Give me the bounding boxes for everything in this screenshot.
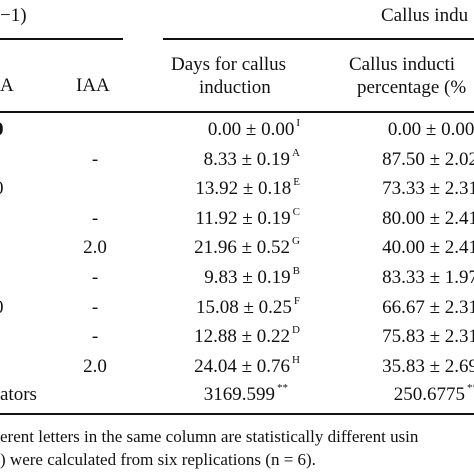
cell-callus-induction-percentage: 73.33 ± 2.31 <box>320 179 474 201</box>
cell-iaa: - <box>91 149 99 170</box>
days-value: 24.04 ± 0.76 <box>194 356 291 377</box>
cell-days-for-callus-induction: 11.92 ± 0.19 C <box>150 206 300 231</box>
cell-callus-induction-percentage: 40.00 ± 2.41 <box>320 238 474 260</box>
group-title-callus-induction: Callus indu <box>381 5 469 26</box>
summary-pct-cell: 250.6775** <box>318 382 474 407</box>
summary-days-significance: ** <box>277 382 288 394</box>
table-row: 2.0 21.96 ± 0.52 G 40.00 ± 2.41 <box>0 235 474 260</box>
cell-days-for-callus-induction: 21.96 ± 0.52 G <box>150 235 300 260</box>
table-row: - 9.83 ± 0.19 B 83.33 ± 1.97 <box>0 265 474 290</box>
cell-callus-induction-percentage: 83.33 ± 1.97 <box>320 268 474 290</box>
cell-days-for-callus-induction: 9.83 ± 0.19 B <box>150 265 300 290</box>
cell-iaa: - <box>91 326 99 347</box>
days-value: 15.08 ± 0.25 <box>195 297 292 318</box>
summary-pct-value: 250.6775 <box>393 384 465 405</box>
header-rule-right <box>163 38 474 40</box>
days-value: 11.92 ± 0.19 <box>195 208 291 229</box>
pct-value: 35.83 ± 2.69 <box>382 356 474 377</box>
header-unit-fragment: −1) <box>0 5 27 26</box>
cell-a: 0 <box>0 179 14 199</box>
cell-days-for-callus-induction: 0.00 ± 0.00 I <box>150 117 300 142</box>
days-significance-letter: G <box>292 235 300 247</box>
column-header-pct-line2: percentage (% <box>357 77 467 98</box>
cell-iaa: - <box>91 208 99 229</box>
column-header-a: A <box>0 75 14 96</box>
cell-callus-induction-percentage: 75.83 ± 2.31 <box>320 327 474 349</box>
header-bottom-rule <box>0 111 474 113</box>
cell-callus-induction-percentage: 0.00 ± 0.00I <box>320 120 474 142</box>
days-value: 21.96 ± 0.52 <box>194 237 291 258</box>
cell-callus-induction-percentage: 80.00 ± 2.41 <box>320 209 474 231</box>
cell-iaa: 2.0 <box>83 356 107 377</box>
column-header-pct-line1: Callus inducti <box>349 54 456 75</box>
column-header-iaa: IAA <box>76 75 110 96</box>
cell-days-for-callus-induction: 24.04 ± 0.76 H <box>150 354 300 379</box>
summary-pct-significance: ** <box>467 382 474 394</box>
pct-value: 0.00 ± 0.00 <box>387 119 474 140</box>
days-significance-letter: I <box>296 117 300 129</box>
days-value: 8.33 ± 0.19 <box>203 149 291 170</box>
cell-iaa: - <box>91 297 99 318</box>
days-significance-letter: H <box>292 354 300 366</box>
cell-days-for-callus-induction: 8.33 ± 0.19 A <box>150 147 300 172</box>
days-significance-letter: C <box>292 206 300 218</box>
pct-value: 87.50 ± 2.02 <box>382 149 474 170</box>
table-bottom-rule <box>0 413 474 415</box>
days-value: 0.00 ± 0.00 <box>207 119 295 140</box>
header-rule-left <box>0 38 123 40</box>
cell-iaa: 2.0 <box>83 237 107 258</box>
table-row: 0 13.92 ± 0.18E 73.33 ± 2.31 <box>0 176 474 201</box>
days-value: 12.88 ± 0.22 <box>194 326 291 347</box>
summary-label: ators <box>0 384 37 405</box>
cell-days-for-callus-induction: 15.08 ± 0.25 F <box>150 295 300 320</box>
cell-a: 0 <box>0 120 14 140</box>
days-significance-letter: F <box>293 295 300 307</box>
cell-callus-induction-percentage: 66.67 ± 2.31 <box>320 298 474 320</box>
cell-iaa: - <box>91 267 99 288</box>
days-significance-letter: E <box>293 176 300 188</box>
days-significance-letter: D <box>292 324 300 336</box>
days-value: 13.92 ± 0.18 <box>195 178 292 199</box>
column-header-days-line1: Days for callus <box>171 54 287 75</box>
pct-value: 80.00 ± 2.41 <box>382 208 474 229</box>
pct-value: 66.67 ± 2.31 <box>382 297 474 318</box>
days-significance-letter: A <box>292 147 300 159</box>
table-row: 2.0 24.04 ± 0.76 H 35.83 ± 2.69 <box>0 354 474 379</box>
table-row: - 12.88 ± 0.22 D 75.83 ± 2.31 <box>0 324 474 349</box>
table-row: 0 - 15.08 ± 0.25F 66.67 ± 2.31 <box>0 295 474 320</box>
cell-a: 0 <box>0 298 14 318</box>
pct-value: 40.00 ± 2.41 <box>382 237 474 258</box>
footnote-line-1: erent letters in the same column are sta… <box>0 427 419 446</box>
cell-days-for-callus-induction: 13.92 ± 0.18 E <box>150 176 300 201</box>
footnote-line-2: ) were calculated from six replications … <box>0 450 316 469</box>
cell-callus-induction-percentage: 87.50 ± 2.02 <box>320 150 474 172</box>
table-row: - 8.33 ± 0.19 A 87.50 ± 2.02 <box>0 147 474 172</box>
table-row: - 11.92 ± 0.19 C 80.00 ± 2.41 <box>0 206 474 231</box>
pct-value: 73.33 ± 2.31 <box>382 178 474 199</box>
days-significance-letter: B <box>292 265 300 277</box>
summary-days-cell: 3169.599 ** <box>160 382 288 407</box>
days-value: 9.83 ± 0.19 <box>204 267 291 288</box>
pct-value: 83.33 ± 1.97 <box>382 267 474 288</box>
summary-days-value: 3169.599 <box>203 384 275 405</box>
pct-value: 75.83 ± 2.31 <box>382 326 474 347</box>
cell-days-for-callus-induction: 12.88 ± 0.22 D <box>150 324 300 349</box>
cell-callus-induction-percentage: 35.83 ± 2.69 <box>320 357 474 379</box>
column-header-days-line2: induction <box>199 77 271 98</box>
